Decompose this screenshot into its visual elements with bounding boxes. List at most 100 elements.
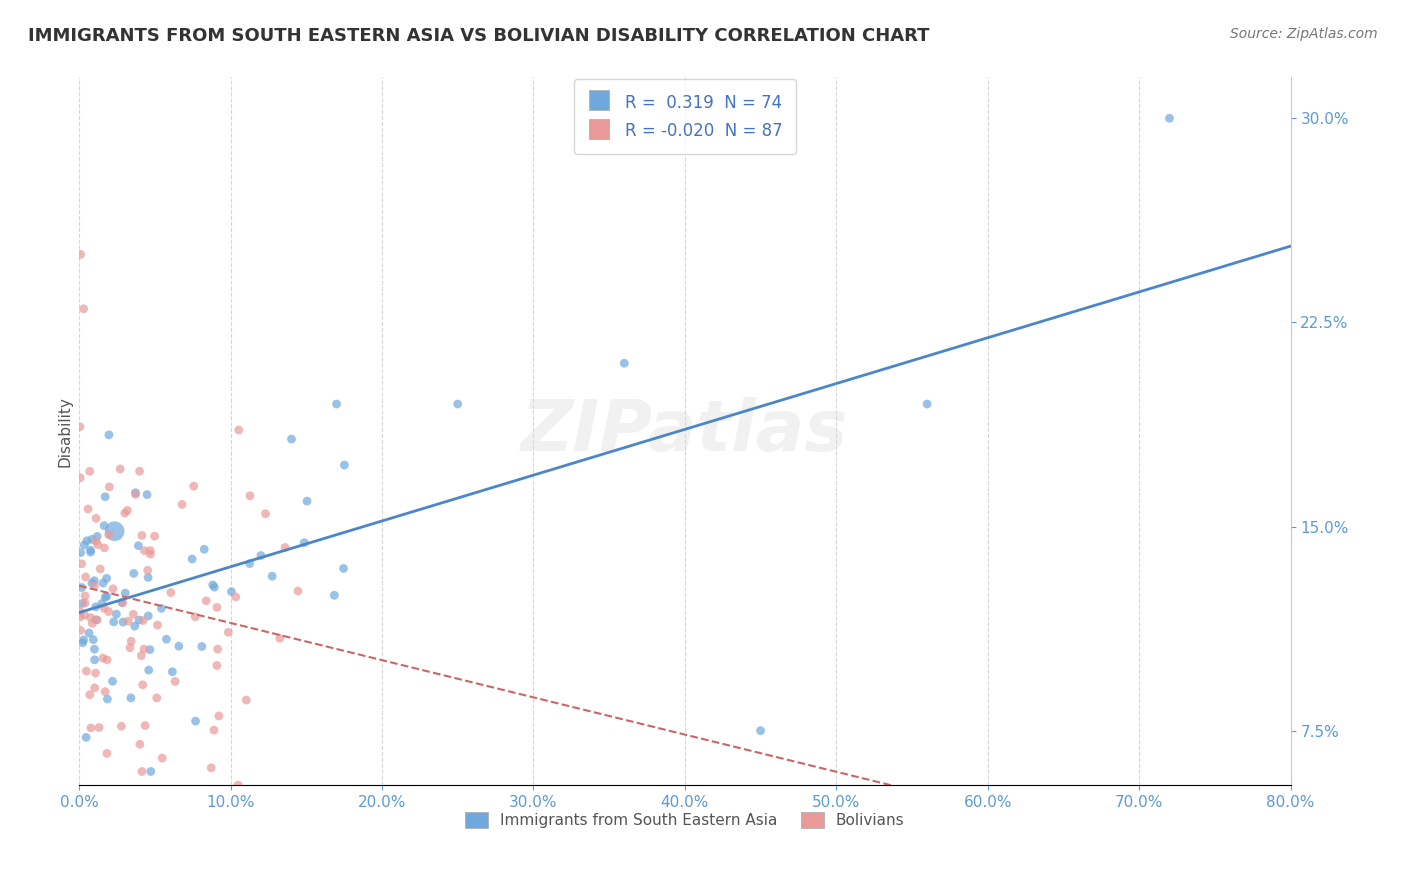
Point: [134, 543, 156, 558]
Point: [120, 690, 142, 705]
Point: [91, 651, 114, 665]
Point: [69, 419, 91, 434]
Text: Source: ZipAtlas.com: Source: ZipAtlas.com: [1230, 27, 1378, 41]
Point: [84, 534, 107, 549]
Point: [84, 599, 107, 614]
Point: [207, 642, 229, 657]
Point: [131, 678, 153, 692]
Point: [96, 747, 118, 761]
Point: [139, 543, 162, 558]
Point: [139, 764, 162, 779]
Point: [915, 397, 938, 411]
Point: [280, 432, 302, 446]
Point: [250, 549, 273, 563]
Point: [287, 584, 309, 599]
Point: [274, 541, 297, 555]
Point: [75, 570, 97, 584]
Point: [101, 582, 124, 596]
Point: [193, 542, 215, 557]
Point: [91, 576, 114, 591]
Point: [205, 600, 228, 615]
Point: [208, 709, 231, 723]
Point: [110, 719, 132, 733]
Point: [83, 681, 105, 695]
Point: [96, 692, 118, 706]
Point: [72, 596, 94, 610]
Point: [94, 684, 117, 698]
Point: [269, 632, 291, 646]
Point: [167, 639, 190, 653]
Point: [79, 688, 101, 702]
Point: [136, 570, 159, 584]
Point: [136, 609, 159, 624]
Point: [200, 761, 222, 775]
Point: [184, 609, 207, 624]
Point: [749, 723, 772, 738]
Point: [159, 585, 181, 599]
Point: [124, 619, 146, 633]
Point: [94, 591, 117, 605]
Point: [69, 471, 91, 485]
Point: [79, 464, 101, 478]
Point: [128, 737, 150, 751]
Point: [262, 569, 284, 583]
Point: [170, 497, 193, 511]
Point: [114, 586, 136, 600]
Point: [83, 579, 105, 593]
Point: [132, 614, 155, 628]
Point: [90, 597, 112, 611]
Point: [228, 423, 250, 437]
Point: [75, 731, 97, 745]
Point: [143, 529, 166, 543]
Point: [132, 642, 155, 657]
Point: [86, 529, 108, 543]
Point: [150, 601, 173, 615]
Point: [84, 511, 107, 525]
Point: [127, 539, 149, 553]
Point: [201, 578, 224, 592]
Point: [80, 576, 103, 591]
Point: [105, 607, 128, 621]
Point: [118, 640, 141, 655]
Point: [77, 502, 100, 516]
Point: [239, 557, 262, 571]
Point: [73, 301, 96, 316]
Point: [139, 642, 162, 657]
Point: [83, 653, 105, 667]
Point: [101, 674, 124, 689]
Point: [84, 666, 107, 681]
Point: [72, 636, 94, 650]
Point: [122, 566, 145, 581]
Point: [120, 634, 142, 648]
Point: [70, 581, 93, 595]
Point: [97, 605, 120, 619]
Point: [82, 632, 104, 647]
Point: [165, 674, 187, 689]
Point: [94, 490, 117, 504]
Point: [93, 541, 115, 555]
Legend: Immigrants from South Eastern Asia, Bolivians: Immigrants from South Eastern Asia, Boli…: [460, 805, 911, 834]
Point: [70, 557, 93, 571]
Text: ZIPatlas: ZIPatlas: [522, 397, 849, 466]
Point: [235, 693, 257, 707]
Point: [97, 527, 120, 541]
Point: [134, 718, 156, 732]
Point: [325, 397, 347, 411]
Point: [69, 624, 91, 638]
Point: [239, 489, 262, 503]
Point: [73, 538, 96, 552]
Point: [131, 764, 153, 779]
Point: [104, 524, 127, 539]
Point: [205, 658, 228, 673]
Point: [131, 648, 153, 663]
Point: [114, 506, 136, 520]
Point: [254, 507, 277, 521]
Point: [225, 590, 247, 604]
Point: [83, 574, 105, 588]
Point: [226, 778, 249, 792]
Point: [111, 595, 134, 609]
Point: [1159, 112, 1181, 126]
Point: [131, 528, 153, 542]
Point: [72, 632, 94, 647]
Point: [447, 397, 470, 411]
